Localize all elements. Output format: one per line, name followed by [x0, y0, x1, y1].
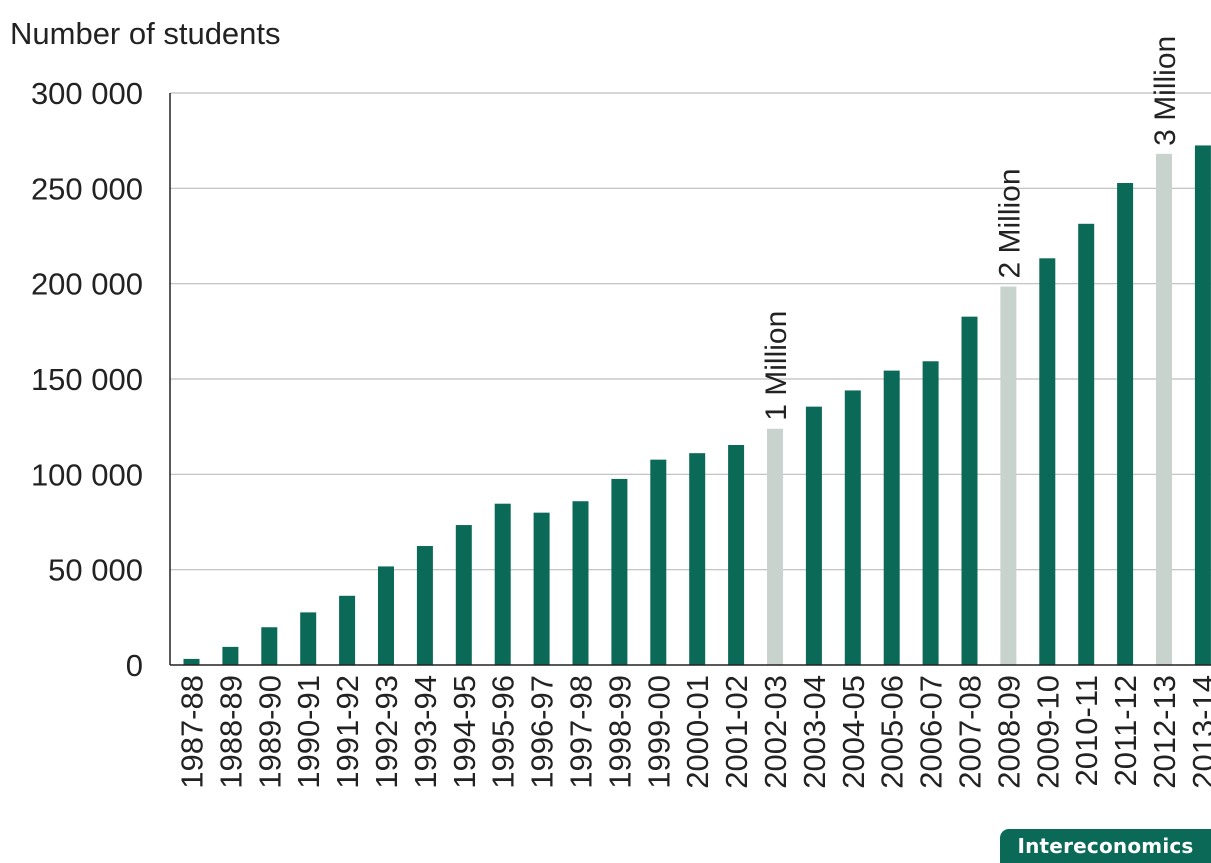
x-tick-label: 2002-03: [758, 675, 793, 789]
y-axis-label: Number of students: [10, 16, 281, 51]
x-tick-label: 1992-93: [369, 675, 404, 789]
bar-2013-14: [1195, 145, 1211, 665]
x-tick-label: 1994-95: [447, 675, 482, 789]
x-tick-label: 1998-99: [602, 675, 637, 789]
y-tick-label: 0: [126, 648, 143, 683]
bar-1989-90: [261, 627, 277, 665]
bar-1987-88: [184, 659, 200, 665]
x-tick-label: 2006-07: [914, 675, 949, 789]
x-tick-label: 2005-06: [875, 675, 910, 789]
x-tick-label: 1988-89: [213, 675, 248, 789]
publisher-badge: Intereconomics: [1000, 829, 1211, 863]
y-tick-label: 300 000: [31, 76, 143, 111]
y-tick-label: 50 000: [48, 553, 143, 588]
x-tick-label: 1991-92: [330, 675, 365, 789]
y-tick-label: 200 000: [31, 267, 143, 302]
bar-1995-96: [495, 504, 511, 665]
bar-1988-89: [222, 647, 238, 665]
bar-2007-08: [962, 317, 978, 665]
bar-2002-03: [767, 429, 783, 665]
x-tick-label: 2008-09: [991, 675, 1026, 789]
milestone-annotation: 3 Million: [1149, 36, 1182, 146]
y-tick-label: 250 000: [31, 171, 143, 206]
bar-2001-02: [728, 445, 744, 665]
bar-1991-92: [339, 596, 355, 665]
bar-2011-12: [1117, 183, 1133, 665]
x-tick-label: 2000-01: [680, 675, 715, 789]
x-tick-label: 1997-98: [564, 675, 599, 789]
x-tick-label: 1993-94: [408, 675, 443, 789]
bar-1992-93: [378, 566, 394, 665]
milestone-annotation: 1 Million: [760, 311, 793, 421]
y-tick-label: 150 000: [31, 362, 143, 397]
y-tick-label: 100 000: [31, 457, 143, 492]
bar-2009-10: [1039, 258, 1055, 665]
bar-2012-13: [1156, 154, 1172, 665]
x-tick-label: 2003-04: [797, 675, 832, 789]
x-tick-label: 2012-13: [1147, 675, 1182, 789]
bar-1999-00: [650, 460, 666, 665]
x-tick-label: 2010-11: [1069, 675, 1104, 786]
x-tick-label: 1987-88: [175, 675, 210, 789]
bar-2000-01: [689, 453, 705, 665]
x-tick-label: 2001-02: [719, 675, 754, 789]
x-tick-label: 1996-97: [525, 675, 560, 789]
bar-2006-07: [923, 361, 939, 665]
x-tick-label: 2011-12: [1108, 675, 1143, 786]
x-tick-label: 1989-90: [252, 675, 287, 789]
x-tick-label: 2009-10: [1030, 675, 1065, 789]
bar-1996-97: [534, 513, 550, 665]
bar-2005-06: [884, 371, 900, 665]
bar-1998-99: [611, 479, 627, 665]
x-tick-label: 1990-91: [291, 675, 326, 789]
y-axis-ticks: 0 50 000 100 000 150 000 200 000 250 000 300 0…: [31, 76, 143, 683]
x-tick-label: 1999-00: [641, 675, 676, 789]
bar-1997-98: [573, 501, 589, 665]
bars: [184, 145, 1211, 665]
bar-1994-95: [456, 525, 472, 665]
bar-2008-09: [1000, 287, 1016, 665]
bar-1990-91: [300, 612, 316, 665]
bar-1993-94: [417, 546, 433, 665]
x-tick-label: 2004-05: [836, 675, 871, 789]
milestone-annotation: 2 Million: [993, 168, 1026, 278]
bar-2004-05: [845, 390, 861, 665]
bar-2003-04: [806, 407, 822, 665]
x-tick-label: 1995-96: [486, 675, 521, 789]
x-tick-label: 2007-08: [953, 675, 988, 789]
x-tick-label: 2013-14: [1186, 675, 1211, 789]
bar-2010-11: [1078, 224, 1094, 665]
